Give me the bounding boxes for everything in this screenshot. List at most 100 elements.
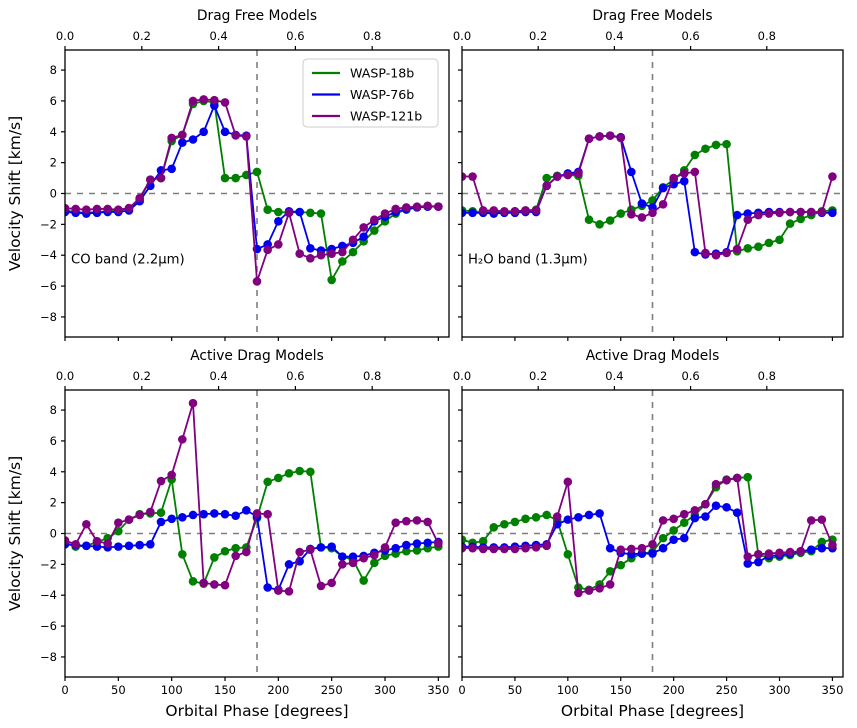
data-point: [231, 131, 240, 140]
subplot-title: Active Drag Models: [586, 348, 720, 364]
data-point: [574, 588, 583, 598]
phase-tick-label: 0.4: [209, 29, 227, 43]
data-point: [605, 216, 615, 225]
y-tick-label: 8: [50, 403, 57, 417]
data-point: [167, 470, 176, 480]
data-point: [806, 207, 816, 217]
data-point: [199, 578, 208, 588]
data-point: [627, 544, 636, 554]
data-point: [627, 167, 636, 177]
data-point: [701, 144, 710, 154]
data-point: [595, 583, 604, 593]
phase-tick-label: 0.2: [529, 369, 547, 383]
y-tick-label: −4: [40, 588, 57, 602]
data-point: [542, 510, 551, 520]
data-point: [669, 535, 678, 544]
phase-tick-label: 0.6: [681, 369, 699, 383]
data-point: [711, 250, 721, 260]
data-point: [658, 533, 668, 543]
data-point: [806, 545, 816, 555]
data-point: [616, 545, 626, 555]
data-point: [178, 130, 187, 140]
data-point: [648, 208, 657, 218]
data-point: [595, 509, 604, 518]
data-point: [359, 232, 368, 242]
data-point: [199, 95, 208, 104]
data-point: [701, 512, 710, 521]
data-point: [732, 508, 742, 517]
data-point: [754, 210, 763, 220]
data-point: [284, 208, 294, 218]
data-point: [146, 540, 155, 549]
data-point: [775, 235, 784, 245]
subplot-title: Drag Free Models: [592, 8, 712, 24]
data-point: [274, 216, 283, 226]
data-point: [637, 199, 647, 208]
data-point: [775, 548, 784, 558]
data-point: [489, 523, 499, 532]
y-tick-label: 6: [50, 434, 57, 448]
phase-tick-label: 0.0: [453, 29, 471, 43]
data-point: [391, 518, 400, 527]
data-point: [210, 509, 219, 518]
x-tick-label: 0: [61, 683, 68, 697]
subplot-1-0: −8 −6 −4 −2 0 2 4 6 8 0 50 100 150 200 250 300 350 0.0 0.2…: [6, 348, 450, 720]
legend-label: WASP-121b: [350, 109, 422, 124]
data-point: [764, 238, 774, 248]
data-point: [669, 514, 678, 524]
x-tick-label: 250: [716, 683, 738, 697]
phase-tick-label: 0.0: [453, 369, 471, 383]
data-point: [743, 243, 753, 253]
legend-label: WASP-76b: [350, 87, 414, 102]
data-point: [658, 200, 668, 209]
data-point: [359, 223, 368, 232]
x-tick-label: 150: [610, 683, 632, 697]
data-point: [817, 207, 827, 217]
data-point: [775, 208, 784, 218]
data-point: [690, 513, 700, 523]
data-point: [616, 560, 626, 570]
data-point: [252, 277, 262, 286]
data-point: [489, 544, 499, 554]
y-tick-label: −8: [40, 310, 57, 324]
data-point: [637, 543, 647, 553]
x-tick-label: 200: [663, 683, 685, 697]
y-tick-label: 0: [50, 527, 57, 541]
data-area: [64, 95, 443, 286]
data-point: [500, 519, 509, 529]
data-point: [348, 558, 358, 568]
data-point: [402, 516, 411, 526]
data-point: [316, 581, 326, 591]
data-point: [743, 552, 753, 561]
data-point: [510, 544, 520, 554]
data-point: [338, 241, 347, 251]
phase-tick-label: 0.6: [286, 29, 304, 43]
data-point: [327, 542, 336, 551]
subplot-title: Drag Free Models: [197, 8, 317, 24]
data-point: [584, 215, 594, 225]
y-tick-label: −4: [40, 248, 57, 262]
data-point: [510, 206, 520, 216]
data-point: [295, 249, 304, 258]
data-point: [124, 541, 134, 551]
data-point: [274, 240, 283, 249]
data-point: [402, 203, 411, 212]
data-point: [563, 170, 573, 180]
x-tick-label: 350: [427, 683, 449, 697]
data-point: [423, 517, 432, 527]
data-point: [468, 543, 477, 553]
data-point: [669, 526, 678, 535]
y-axis-label: Velocity Shift [km/s]: [6, 116, 24, 271]
data-point: [135, 510, 144, 520]
data-point: [338, 560, 347, 569]
data-point: [648, 540, 657, 549]
data-point: [359, 553, 368, 563]
x-tick-label: 200: [267, 683, 289, 697]
data-point: [263, 205, 272, 215]
data-point: [489, 206, 499, 215]
phase-tick-label: 0.8: [363, 369, 381, 383]
data-point: [521, 543, 530, 553]
data-point: [552, 172, 562, 181]
data-point: [500, 544, 509, 554]
data-point: [263, 477, 272, 487]
